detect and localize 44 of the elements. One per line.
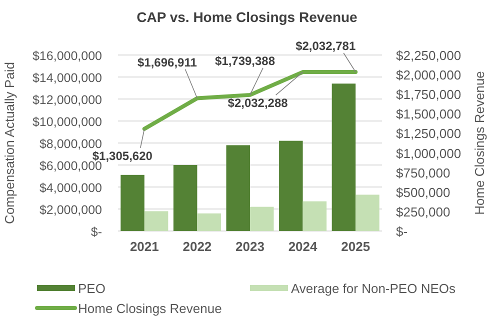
bar (197, 213, 221, 231)
y2-tick-label: $2,250,000 (396, 48, 462, 63)
data-label: $2,032,288 (228, 96, 288, 110)
y-tick-label: $14,000,000 (32, 71, 102, 85)
y2-tick-label: $250,000 (396, 204, 450, 220)
y2-tick-label: $2,000,000 (396, 68, 462, 83)
y-axis-title: Compensation Actually Paid (2, 62, 17, 224)
x-tick-label: 2022 (182, 239, 212, 254)
line-series (142, 70, 358, 131)
data-label: $1,696,911 (137, 55, 198, 70)
bar (120, 174, 144, 231)
chart-title: CAP vs. Home Closings Revenue (136, 9, 358, 25)
data-label: $2,032,781 (296, 38, 356, 53)
y2-axis-title: Home Closings Revenue (472, 71, 487, 215)
data-label: $1,739,388 (214, 54, 276, 68)
bar (226, 145, 250, 231)
y2-tick-label: $500,000 (396, 184, 450, 200)
x-tick-label: 2023 (236, 239, 264, 254)
y-tick-label: $- (90, 225, 102, 239)
y-tick-label: $8,000,000 (39, 137, 102, 151)
x-tick-label: 2021 (130, 239, 159, 254)
y2-tick-label: $1,000,000 (396, 146, 462, 161)
y-tick-label: $16,000,000 (32, 49, 102, 63)
y-tick-label: $4,000,000 (39, 181, 102, 195)
x-tick-label: 2025 (341, 239, 370, 254)
bar (332, 84, 356, 231)
y-tick-label: $10,000,000 (32, 115, 102, 129)
bar (302, 201, 327, 231)
legend-label: Home Closings Revenue (78, 301, 222, 316)
y2-tick-label: $1,250,000 (396, 126, 462, 142)
y2-tick-label: $750,000 (396, 165, 450, 180)
y2-tick-label: $1,500,000 (396, 106, 462, 122)
legend-label: Average for Non-PEO NEOs (291, 281, 456, 296)
bar (356, 194, 380, 231)
bar (144, 211, 168, 231)
bar (279, 140, 303, 231)
y-tick-label: $12,000,000 (32, 93, 102, 107)
bar (250, 206, 274, 231)
bar (173, 165, 198, 231)
x-tick-label: 2024 (288, 239, 318, 254)
legend-label: PEO (78, 281, 106, 296)
y2-tick-label: $- (396, 224, 408, 239)
y-tick-label: $2,000,000 (39, 203, 102, 217)
y2-tick-label: $1,750,000 (396, 87, 462, 102)
